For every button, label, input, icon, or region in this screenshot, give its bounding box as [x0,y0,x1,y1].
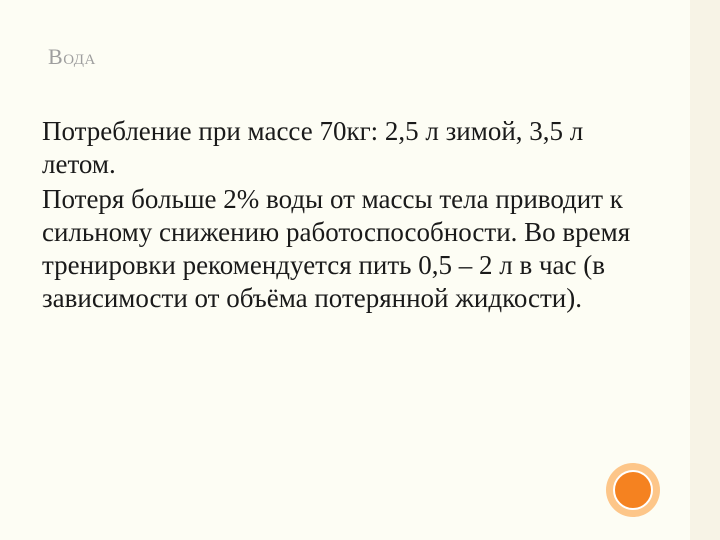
slide: Вода Потребление при массе 70кг: 2,5 л з… [0,0,720,540]
body-paragraph: Потребление при массе 70кг: 2,5 л зимой,… [42,115,662,181]
side-stripe [690,0,720,540]
slide-title-rest: ода [63,44,96,69]
accent-circle-inner [613,470,653,510]
slide-title: Вода [48,44,96,70]
slide-title-first-letter: В [48,44,63,69]
body-paragraph: Потеря больше 2% воды от массы тела прив… [42,183,662,315]
slide-body: Потребление при массе 70кг: 2,5 л зимой,… [42,115,662,317]
